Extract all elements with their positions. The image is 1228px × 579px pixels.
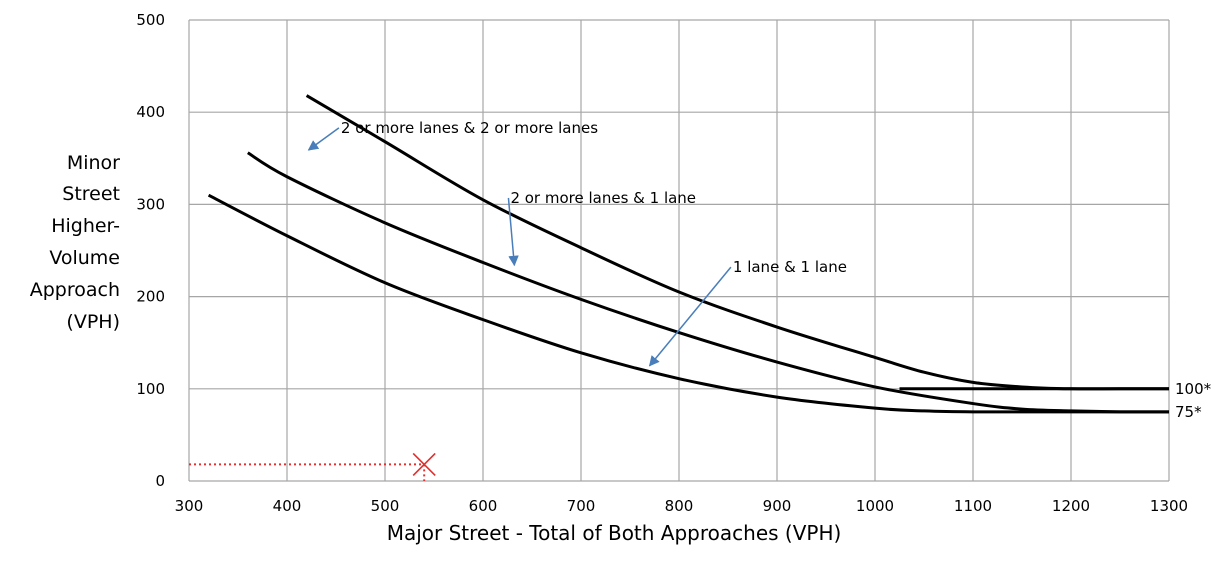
x-tick-label: 600 [469,497,498,515]
x-tick-label: 800 [665,497,694,515]
y-axis-label-line: Minor [66,152,120,174]
y-axis-label-line: (VPH) [66,311,120,333]
series-line [207,193,1169,414]
y-tick-label: 500 [136,11,165,29]
x-tick-label: 700 [567,497,596,515]
annotation-arrow [307,127,340,151]
y-axis-label-line: Volume [49,247,120,269]
end-label: 75* [1175,403,1202,421]
x-tick-label: 900 [763,497,792,515]
x-tick-label: 500 [371,497,400,515]
end-label: 100* [1175,380,1212,398]
x-tick-label: 1200 [1052,497,1090,515]
y-tick-label: 0 [155,472,165,490]
marker [189,452,436,481]
y-tick-label: 100 [136,380,165,398]
annotation-label: 2 or more lanes & 1 lane [510,189,696,207]
y-tick-label: 200 [136,288,165,306]
y-tick-label: 300 [136,195,165,213]
x-axis-label: Major Street - Total of Both Approaches … [386,521,842,545]
x-tick-label: 1300 [1150,497,1188,515]
annotations: 2 or more lanes & 2 or more lanes 2 or mo… [307,119,847,367]
y-axis-label-line: Higher- [51,215,120,237]
x-tick-label: 1000 [856,497,894,515]
tick-labels: 300 400 500 600 700 800 900 1000 1100 1200 1300 0 10… [136,11,1188,515]
x-tick-label: 300 [175,497,204,515]
end-labels: 100* 75* [1175,380,1212,421]
series-curves [207,94,1170,414]
y-axis-label-line: Street [62,183,120,205]
annotation-label: 2 or more lanes & 2 or more lanes [341,119,598,137]
y-tick-label: 400 [136,103,165,121]
y-axis-label-line: Approach [29,279,120,301]
series-line [305,94,1169,391]
annotation-arrow [507,197,519,267]
annotation-label: 1 lane & 1 lane [733,258,847,276]
x-tick-label: 1100 [954,497,992,515]
marker-x [412,452,436,476]
x-tick-label: 400 [273,497,302,515]
annotation-arrow [648,266,732,367]
